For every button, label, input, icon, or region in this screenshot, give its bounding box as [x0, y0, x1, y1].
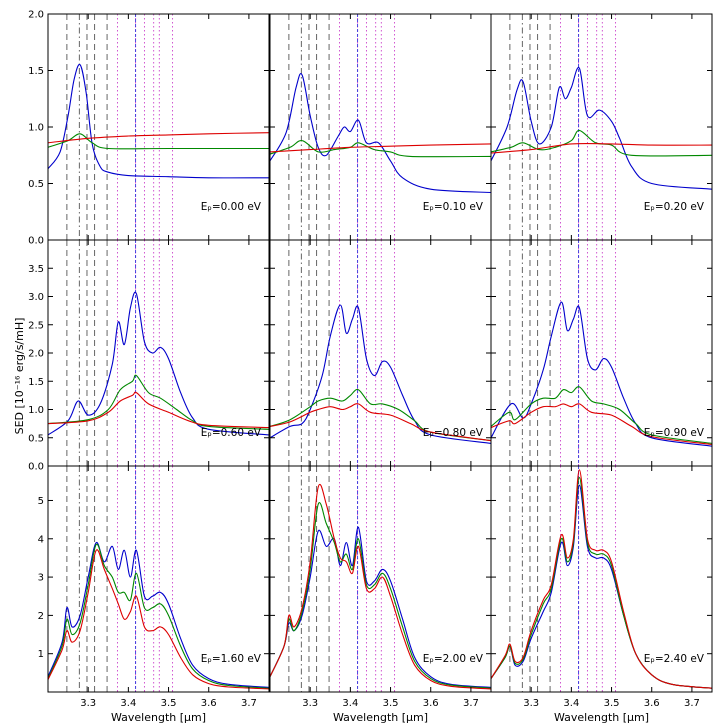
panel-4: Eₚ=0.80 eV — [269, 239, 492, 467]
y-tick-label: 0.0 — [28, 462, 44, 473]
y-tick-label: 3.0 — [28, 292, 44, 303]
series-line-green — [270, 140, 491, 158]
series-line-green — [270, 502, 491, 689]
series-line-red — [48, 132, 269, 144]
series-line-blue — [48, 63, 269, 179]
panel-label: Eₚ=0.10 eV — [423, 201, 484, 213]
y-tick-label: 2.0 — [28, 349, 44, 360]
x-tick-label: 3.4 — [342, 698, 358, 709]
series-line-red — [270, 143, 491, 153]
series-line-blue — [491, 66, 712, 190]
y-tick-label: 2.0 — [28, 10, 44, 21]
series-line-red — [491, 142, 712, 154]
panel-2: Eₚ=0.20 eV — [490, 13, 713, 241]
series-line-blue — [48, 542, 269, 688]
series-line-red — [48, 391, 269, 429]
panel-8: Eₚ=2.40 eV — [490, 465, 713, 693]
panel-label: Eₚ=0.60 eV — [201, 427, 262, 439]
x-tick-label: 3.5 — [383, 698, 399, 709]
y-axis-label: SED [10⁻¹⁶ erg/s/mH] — [13, 318, 26, 435]
panel-frame — [47, 465, 270, 693]
panel-3: Eₚ=0.60 eV — [47, 239, 270, 467]
x-tick-labels: 3.3 3.4 3.5 3.6 3.7 3.3 3.4 3.5 3.6 3.7 3.3 3.4 3.5 3… — [80, 698, 700, 709]
x-tick-label: 3.5 — [161, 698, 177, 709]
y-tick-label: 0.0 — [28, 236, 44, 247]
series-line-green — [48, 543, 269, 689]
y-tick-label: 2.5 — [28, 320, 44, 331]
panel-1: Eₚ=0.10 eV — [269, 13, 492, 241]
panel-label: Eₚ=2.40 eV — [644, 653, 705, 665]
x-tick-label: 3.7 — [241, 698, 257, 709]
y-tick-label: 4 — [38, 534, 44, 545]
panel-7: Eₚ=2.00 eV — [269, 465, 492, 693]
y-tick-label: 5 — [38, 496, 44, 507]
x-tick-label: 3.7 — [463, 698, 479, 709]
series-line-blue — [270, 304, 491, 444]
x-tick-label: 3.7 — [684, 698, 700, 709]
y-tick-labels: 0.0 0.5 1.0 1.5 2.0 0.0 0.5 1.0 1.5 2.0 2.5 3.0 3.5 1… — [28, 10, 44, 661]
x-axis-label: Wavelength [μm] — [111, 711, 206, 724]
x-tick-label: 3.4 — [120, 698, 136, 709]
panel-6: Eₚ=1.60 eV — [47, 465, 270, 693]
x-tick-label: 3.6 — [201, 698, 217, 709]
y-tick-label: 1.5 — [28, 377, 44, 388]
x-tick-label: 3.3 — [523, 698, 539, 709]
series-line-green — [491, 129, 712, 157]
y-tick-label: 1.0 — [28, 123, 44, 134]
y-tick-label: 3.5 — [28, 264, 44, 275]
x-axis-label: Wavelength [μm] — [554, 711, 649, 724]
x-axis-label: Wavelength [μm] — [333, 711, 428, 724]
series-line-red — [491, 403, 712, 446]
series-line-green — [491, 386, 712, 444]
series-line-red — [491, 469, 712, 689]
y-tick-label: 2 — [38, 611, 44, 622]
panel-label: Eₚ=0.90 eV — [644, 427, 705, 439]
panel-label: Eₚ=1.60 eV — [201, 653, 262, 665]
panel-label: Eₚ=0.20 eV — [644, 201, 705, 213]
y-tick-label: 1 — [38, 649, 44, 660]
y-tick-label: 0.5 — [28, 179, 44, 190]
panel-label: Eₚ=0.80 eV — [423, 427, 484, 439]
y-tick-label: 3 — [38, 573, 44, 584]
x-tick-label: 3.4 — [563, 698, 579, 709]
y-tick-label: 0.5 — [28, 433, 44, 444]
x-tick-label: 3.6 — [644, 698, 660, 709]
series-line-red — [48, 549, 269, 690]
y-tick-label: 1.0 — [28, 405, 44, 416]
series-line-red — [270, 483, 491, 690]
x-tick-label: 3.6 — [423, 698, 439, 709]
x-tick-label: 3.3 — [302, 698, 318, 709]
y-tick-label: 1.5 — [28, 66, 44, 77]
x-tick-label: 3.5 — [604, 698, 620, 709]
series-line-green — [48, 374, 269, 430]
x-axis-labels: Wavelength [μm] Wavelength [μm] Wavelength… — [111, 711, 649, 724]
panel-frame — [490, 465, 713, 693]
series-line-blue — [48, 291, 269, 436]
series-line-blue — [491, 301, 712, 447]
series-line-green — [270, 388, 491, 442]
panel-5: Eₚ=0.90 eV — [490, 239, 713, 467]
series-line-green — [48, 133, 269, 150]
panel-0: Eₚ=0.00 eV — [47, 13, 270, 241]
panels-group: Eₚ=0.00 eV Eₚ=0.10 eV Eₚ=0.20 eV Eₚ=0.60 eV… — [47, 13, 713, 693]
x-tick-label: 3.3 — [80, 698, 96, 709]
series-line-red — [270, 403, 491, 442]
panel-label: Eₚ=0.00 eV — [201, 201, 262, 213]
series-line-blue — [270, 73, 491, 194]
panel-label: Eₚ=2.00 eV — [423, 653, 484, 665]
